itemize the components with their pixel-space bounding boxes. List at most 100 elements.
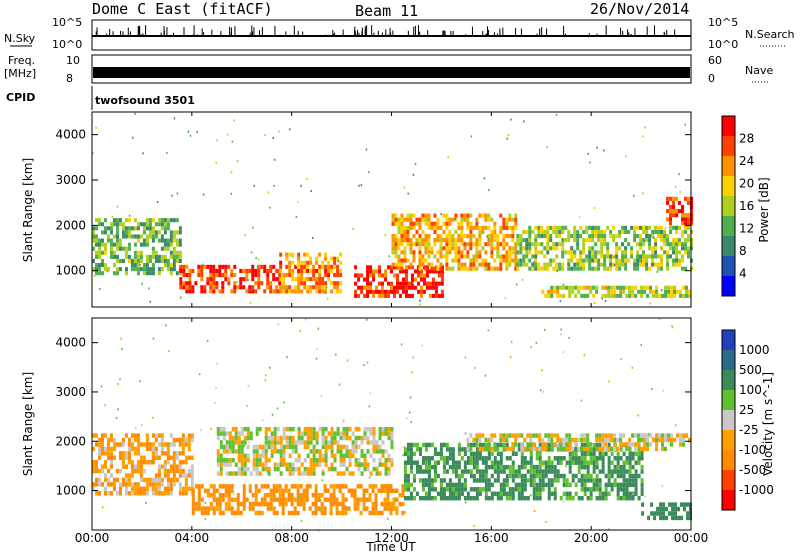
- heatmap-cell: [615, 258, 619, 263]
- heatmap-cell: [263, 264, 267, 269]
- heatmap-cell: [353, 488, 357, 494]
- heatmap-cell: [276, 440, 280, 445]
- heatmap-cell: [621, 242, 625, 247]
- heatmap-cell: [418, 495, 422, 501]
- heatmap-cell: [276, 426, 280, 432]
- heatmap-cell: [264, 435, 268, 441]
- heatmap-cell: [496, 238, 500, 243]
- heatmap-cell: [519, 238, 523, 243]
- heatmap-cell: [676, 433, 680, 438]
- heatmap-cell: [547, 447, 551, 452]
- heatmap-cell: [130, 234, 134, 239]
- heatmap-cell: [543, 266, 547, 271]
- heatmap-cell: [390, 289, 393, 294]
- heatmap-cell: [445, 238, 449, 243]
- heatmap-cell: [663, 238, 667, 243]
- heatmap-cell: [166, 267, 170, 272]
- heatmap-cell: [424, 242, 428, 247]
- heatmap-cell: [583, 293, 587, 298]
- heatmap-cell: [457, 482, 461, 488]
- heatmap-cell: [275, 497, 279, 502]
- heatmap-cell: [306, 440, 310, 445]
- heatmap-cell: [472, 225, 476, 230]
- heatmap-cell: [606, 266, 610, 271]
- heatmap-cell: [639, 225, 643, 230]
- heatmap-cell: [517, 464, 521, 470]
- heatmap-cell: [422, 273, 426, 278]
- heatmap-cell: [460, 221, 464, 226]
- heatmap-cell: [628, 473, 632, 479]
- heatmap-cell: [109, 473, 113, 478]
- heatmap-cell: [654, 229, 658, 234]
- heatmap-cell: [342, 471, 346, 476]
- time-x-axis: 00:00 04:00 08:00 12:00 16:00 20:00 00:00: [75, 112, 708, 545]
- heatmap-cell: [651, 233, 655, 239]
- heatmap-cell: [151, 486, 155, 492]
- heatmap-cell: [604, 487, 608, 492]
- heatmap-cell: [378, 265, 382, 270]
- heatmap-cell: [374, 497, 378, 502]
- heatmap-cell: [288, 435, 292, 441]
- heatmap-cell: [519, 250, 523, 255]
- heatmap-cell: [615, 266, 619, 271]
- heatmap-cell: [366, 449, 370, 454]
- heatmap-cell: [502, 242, 506, 247]
- heatmap-cell: [588, 266, 592, 271]
- heatmap-cell: [372, 449, 376, 454]
- heatmap-cell: [433, 473, 437, 479]
- heatmap-cell: [166, 455, 170, 460]
- heatmap-cell: [582, 250, 586, 255]
- heatmap-cell: [568, 482, 572, 488]
- heatmap-cell: [97, 263, 101, 268]
- heatmap-cell: [130, 473, 134, 478]
- heatmap-cell: [266, 285, 270, 290]
- heatmap-cell: [323, 510, 327, 516]
- heatmap-cell: [115, 234, 119, 239]
- heatmap-cell: [230, 497, 234, 502]
- heatmap-cell: [684, 221, 688, 226]
- heatmap-cell: [409, 246, 413, 251]
- heatmap-cell: [624, 258, 628, 263]
- heatmap-cell: [166, 468, 170, 474]
- heatmap-cell: [236, 160, 239, 163]
- heatmap-cell: [366, 285, 370, 290]
- heatmap-cell: [246, 435, 250, 441]
- heatmap-cell: [188, 281, 192, 286]
- heatmap-cell: [279, 285, 283, 290]
- heatmap-cell: [228, 435, 232, 441]
- heatmap-cell: [640, 437, 644, 443]
- heatmap-cell: [317, 327, 320, 330]
- heatmap-cell: [321, 289, 325, 294]
- heatmap-cell: [643, 433, 647, 438]
- heatmap-cell: [502, 491, 506, 496]
- heatmap-cell: [460, 262, 464, 267]
- heatmap-cell: [154, 258, 158, 264]
- heatmap-cell: [148, 271, 152, 276]
- heatmap-cell: [267, 458, 271, 463]
- heatmap-cell: [228, 471, 232, 476]
- heatmap-cell: [270, 453, 274, 459]
- heatmap-cell: [588, 238, 592, 243]
- y-tick-label: 4000: [55, 336, 86, 350]
- heatmap-cell: [648, 238, 652, 243]
- heatmap-cell: [317, 506, 321, 511]
- heatmap-cell: [433, 451, 437, 457]
- heatmap-cell: [296, 484, 300, 489]
- heatmap-cell: [439, 246, 443, 251]
- heatmap-cell: [571, 460, 575, 465]
- heatmap-cell: [329, 506, 333, 511]
- heatmap-cell: [309, 277, 313, 282]
- heatmap-cell: [329, 497, 333, 502]
- heatmap-cell: [290, 484, 294, 489]
- heatmap-cell: [624, 246, 628, 251]
- heatmap-cell: [118, 242, 122, 247]
- heatmap-cell: [657, 262, 661, 267]
- heatmap-cell: [612, 233, 616, 239]
- heatmap-cell: [412, 242, 416, 247]
- heatmap-cell: [574, 460, 578, 465]
- heatmap-cell: [597, 238, 601, 243]
- heatmap-cell: [603, 149, 605, 152]
- heatmap-cell: [484, 482, 488, 488]
- heatmap-cell: [583, 487, 587, 492]
